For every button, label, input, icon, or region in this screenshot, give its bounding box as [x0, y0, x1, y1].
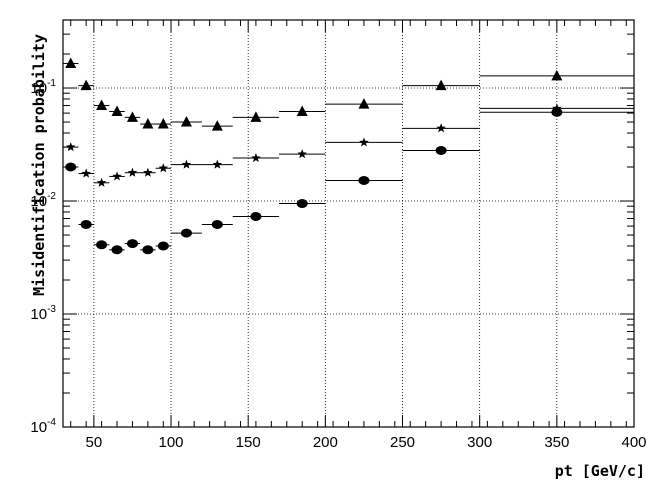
triangle-marker	[211, 120, 223, 131]
x-tick-label: 250	[390, 434, 415, 451]
circle-marker	[296, 199, 308, 209]
grid-lines	[63, 20, 634, 427]
x-tick-label: 50	[86, 434, 103, 451]
x-tick-label: 150	[236, 434, 261, 451]
y-tick-label: 10-3	[30, 304, 56, 323]
circle-marker	[180, 228, 192, 238]
triangle-marker	[551, 69, 563, 81]
circle-series	[63, 107, 634, 255]
circle-marker	[358, 175, 370, 185]
circle-marker	[111, 245, 123, 255]
x-tick-label: 300	[467, 434, 492, 451]
y-tick-label: 10-4	[30, 417, 56, 436]
x-tick-label: 400	[621, 434, 646, 451]
star-marker	[81, 168, 91, 178]
star-marker	[96, 177, 107, 187]
triangle-marker	[80, 79, 92, 91]
circle-marker	[211, 219, 223, 229]
y-axis-title: Misidentification probability	[30, 34, 48, 296]
star-marker	[436, 123, 446, 133]
triangle-marker	[157, 118, 169, 129]
triangle-marker	[180, 116, 192, 127]
triangle-series	[63, 57, 634, 131]
triangle-marker	[96, 99, 108, 111]
circle-marker	[126, 239, 138, 249]
triangle-marker	[296, 105, 308, 116]
star-marker	[158, 163, 169, 173]
x-tick-labels: 50 100 150 200 250 300 350 400	[86, 434, 647, 451]
circle-marker	[65, 162, 77, 172]
star-series	[63, 103, 634, 187]
axis-ticks	[63, 19, 635, 428]
y-tick-label: 10-2	[30, 191, 56, 210]
plot-frame	[62, 19, 635, 428]
circle-marker	[96, 240, 108, 250]
y-tick-label: 10-1	[30, 78, 56, 97]
circle-marker	[435, 145, 447, 155]
x-axis-title: pt [GeV/c]	[555, 462, 645, 480]
circle-marker	[551, 107, 563, 117]
triangle-marker	[142, 118, 154, 129]
triangle-marker	[435, 79, 447, 91]
star-marker	[127, 167, 138, 177]
y-tick-labels: 10-4 10-3 10-2 10-1	[30, 78, 56, 436]
triangle-marker	[111, 105, 123, 116]
star-marker	[112, 171, 122, 181]
x-tick-label: 350	[544, 434, 569, 451]
data-series	[63, 57, 634, 255]
star-marker	[181, 159, 192, 169]
x-tick-label: 200	[313, 434, 338, 451]
triangle-marker	[126, 111, 138, 122]
star-marker	[143, 167, 153, 177]
x-tick-label: 100	[159, 434, 184, 451]
triangle-marker	[358, 98, 370, 109]
circle-marker	[142, 245, 154, 255]
triangle-marker	[250, 111, 262, 122]
star-marker	[212, 159, 223, 169]
star-marker	[297, 149, 307, 159]
circle-marker	[157, 241, 169, 251]
circle-marker	[250, 211, 262, 221]
circle-marker	[80, 219, 92, 229]
star-marker	[65, 142, 76, 152]
star-marker	[251, 153, 261, 163]
star-marker	[359, 137, 369, 147]
triangle-marker	[65, 57, 77, 68]
